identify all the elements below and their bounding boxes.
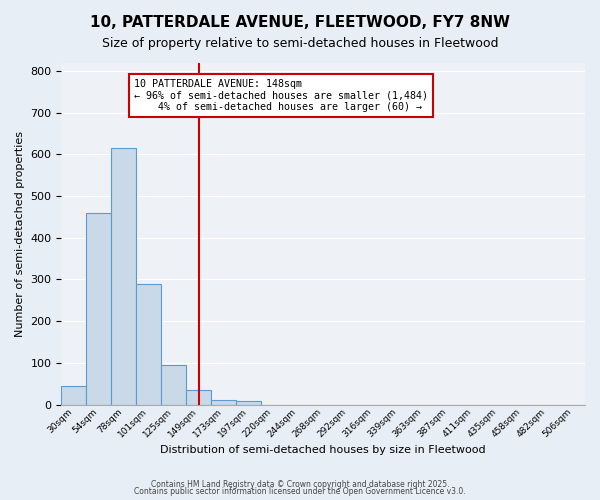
Bar: [161, 365, 186, 405]
Text: Contains public sector information licensed under the Open Government Licence v3: Contains public sector information licen…: [134, 487, 466, 496]
Text: 10 PATTERDALE AVENUE: 148sqm
← 96% of semi-detached houses are smaller (1,484)
 : 10 PATTERDALE AVENUE: 148sqm ← 96% of se…: [134, 79, 428, 112]
Text: Size of property relative to semi-detached houses in Fleetwood: Size of property relative to semi-detach…: [102, 38, 498, 51]
Bar: [186, 390, 211, 404]
X-axis label: Distribution of semi-detached houses by size in Fleetwood: Distribution of semi-detached houses by …: [160, 445, 486, 455]
Bar: [136, 284, 161, 405]
Bar: [86, 212, 111, 404]
Bar: [111, 148, 136, 405]
Bar: [211, 400, 236, 404]
Text: 10, PATTERDALE AVENUE, FLEETWOOD, FY7 8NW: 10, PATTERDALE AVENUE, FLEETWOOD, FY7 8N…: [90, 15, 510, 30]
Bar: [236, 401, 261, 404]
Bar: [61, 386, 86, 404]
Text: Contains HM Land Registry data © Crown copyright and database right 2025.: Contains HM Land Registry data © Crown c…: [151, 480, 449, 489]
Y-axis label: Number of semi-detached properties: Number of semi-detached properties: [15, 130, 25, 336]
